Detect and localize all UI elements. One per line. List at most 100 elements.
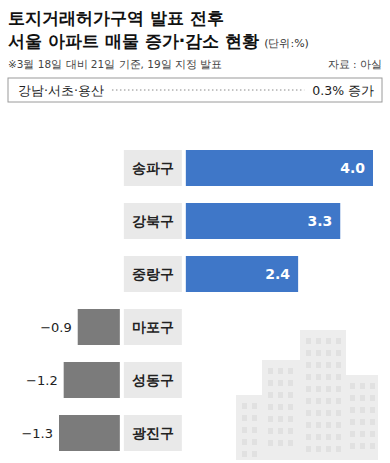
building-window [252,415,257,421]
building-window [326,446,331,452]
source: 자료 : 아실 [328,58,382,70]
building-window [336,398,341,404]
building-window [326,434,331,440]
building-window [350,431,355,437]
building-window [278,392,283,398]
building-window [252,439,257,445]
category-box [124,362,182,398]
building-window [326,374,331,380]
category-box [124,309,182,345]
bars [59,150,373,451]
building-window [370,419,375,425]
building-window [268,380,273,386]
bar [186,150,373,186]
building-window [336,374,341,380]
category-label: 마포구 [132,319,174,335]
building [300,330,346,460]
building-window [316,386,321,392]
building-window [316,398,321,404]
category-box [124,256,182,292]
building-window [242,451,247,457]
building-window [278,416,283,422]
building-window [306,338,311,344]
building-window [252,451,257,457]
building-window [350,443,355,449]
building-window [360,395,365,401]
building-window [268,404,273,410]
building-window [336,338,341,344]
building-window [288,440,293,446]
building-window [336,446,341,452]
title: 토지거래허가구역 발표 전후 [8,8,224,28]
category-label: 광진구 [132,425,174,441]
building-window [278,380,283,386]
building-window [268,416,273,422]
building-window [252,403,257,409]
building-window [278,368,283,374]
note: ※3월 18일 대비 21일 기준, 19일 지정 발표 [8,58,222,70]
building-window [370,431,375,437]
category-label: 강북구 [132,213,174,229]
building-window [306,446,311,452]
building-window [360,383,365,389]
building-window [350,419,355,425]
building-window [326,422,331,428]
annotation-label: 강남·서초·용산 [18,83,104,98]
building [236,395,266,460]
building-window [370,383,375,389]
building-window [316,362,321,368]
building-window [336,434,341,440]
building-window [288,392,293,398]
building-window [268,368,273,374]
building-window [360,443,365,449]
bar [64,362,120,398]
building-window [316,350,321,356]
annotation-box [8,78,382,102]
building-window [370,443,375,449]
title: 서울 아파트 매물 증가·감소 현황 [8,31,259,51]
leader-dots [112,90,304,91]
building-window [306,350,311,356]
building-window [268,392,273,398]
building [344,375,378,460]
category-box [124,203,182,239]
building-window [306,386,311,392]
building-window [370,395,375,401]
building-window [316,374,321,380]
building-window [278,404,283,410]
building-window [306,398,311,404]
data-label: −1.3 [21,426,53,441]
building-window [336,362,341,368]
category-label: 성동구 [132,372,174,388]
building-window [360,431,365,437]
building-window [336,350,341,356]
labels: 송파구4.0강북구3.3중랑구2.4마포구−0.9성동구−1.2광진구−1.3 [21,150,365,451]
building-window [242,403,247,409]
building-window [326,410,331,416]
building-window [306,410,311,416]
category-box [124,415,182,451]
data-label: −1.2 [26,373,58,388]
bar [78,309,120,345]
building-window [370,407,375,413]
bar [59,415,120,451]
building-window [288,368,293,374]
building-window [336,386,341,392]
bar [186,256,298,292]
building-window [326,350,331,356]
category-box [124,150,182,186]
building-window [306,434,311,440]
building-window [350,395,355,401]
building-window [316,410,321,416]
building-window [350,383,355,389]
building-window [326,386,331,392]
annotation-text: 0.3% 증가 [312,83,374,98]
building [262,360,302,460]
building-window [252,427,257,433]
building-window [306,362,311,368]
building-window [268,428,273,434]
building-window [288,428,293,434]
data-label: 3.3 [307,213,332,229]
building-window [326,338,331,344]
building-deco [236,330,378,460]
